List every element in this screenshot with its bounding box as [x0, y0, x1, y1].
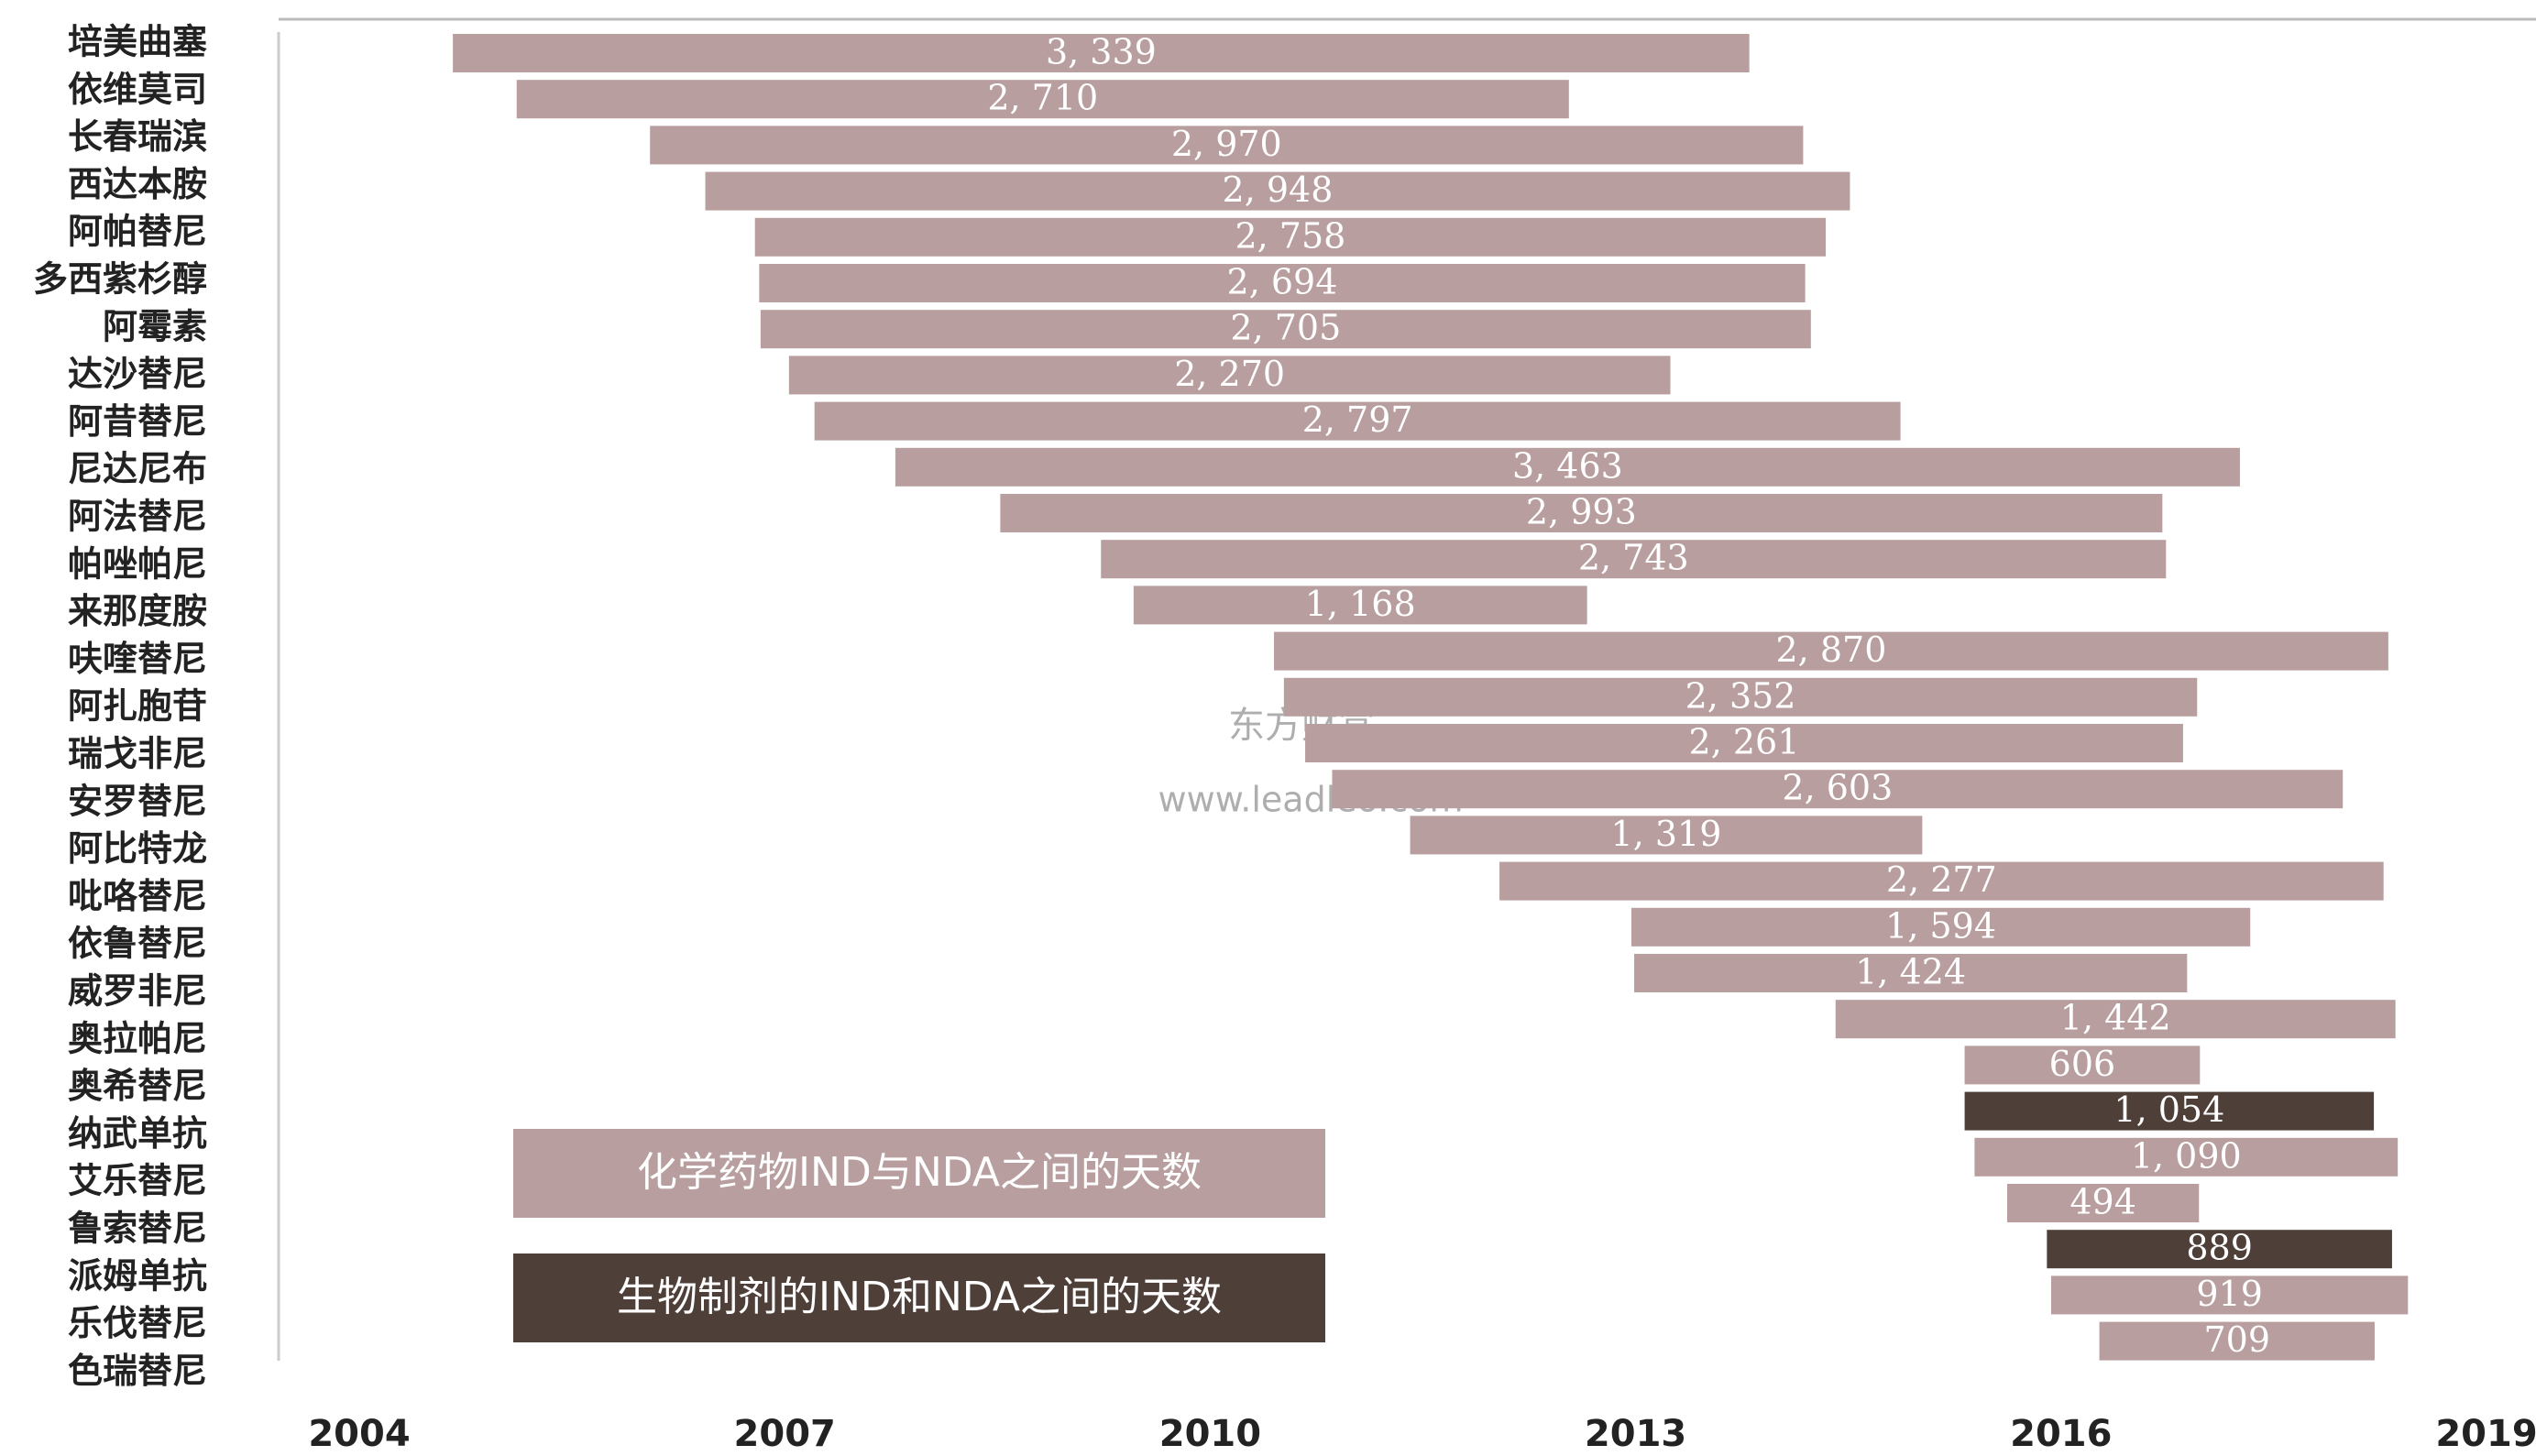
- bar: [1283, 677, 2198, 717]
- bar: [2047, 1230, 2392, 1269]
- y-tick-label: 纳武单抗: [68, 1113, 207, 1154]
- bar: [1835, 1000, 2396, 1039]
- bar: [1964, 1045, 2201, 1085]
- data-label: 2, 797: [1302, 400, 1413, 440]
- y-tick-label: 依鲁替尼: [68, 924, 207, 964]
- bar: [1000, 494, 2163, 532]
- y-tick-label: 呋喹替尼: [68, 639, 207, 679]
- bar: [1332, 770, 2344, 809]
- y-tick-label: 阿霉素: [103, 306, 207, 346]
- y-tick-label: 来那度胺: [68, 591, 207, 631]
- y-tick-label: 吡咯替尼: [68, 876, 207, 916]
- bar: [788, 356, 1671, 395]
- y-tick-label: 阿扎胞苷: [68, 686, 207, 727]
- data-label: 3, 463: [1512, 445, 1623, 486]
- legend-label: 化学药物IND与NDA之间的天数: [637, 1149, 1202, 1196]
- data-label: 1, 090: [2131, 1135, 2242, 1176]
- bar: [2099, 1321, 2375, 1361]
- bar: [759, 264, 1806, 302]
- y-tick-label: 艾乐替尼: [68, 1161, 207, 1201]
- data-label: 1, 594: [1885, 905, 1996, 946]
- data-label: 919: [2196, 1274, 2263, 1314]
- x-tick-label: 2019: [2435, 1413, 2536, 1455]
- y-tick-label: 阿比特龙: [68, 828, 207, 869]
- y-tick-label: 尼达尼布: [68, 449, 207, 489]
- y-tick-label: 达沙替尼: [68, 354, 207, 394]
- y-tick-label: 帕唑帕尼: [68, 543, 207, 584]
- y-tick-label: 色瑞替尼: [68, 1351, 207, 1391]
- y-tick-label: 长春瑞滨: [68, 116, 207, 157]
- y-tick-label: 威罗非尼: [68, 971, 207, 1012]
- bar: [705, 171, 1850, 211]
- y-tick-label: 奥希替尼: [68, 1066, 207, 1106]
- bar: [1410, 816, 1923, 855]
- data-label: 2, 694: [1227, 262, 1338, 302]
- data-label: 3, 339: [1046, 32, 1157, 72]
- data-label: 2, 993: [1526, 492, 1637, 532]
- bar: [1630, 907, 2251, 947]
- data-label: 494: [2069, 1182, 2136, 1222]
- data-label: 1, 054: [2113, 1089, 2224, 1130]
- y-tick-label: 奥拉帕尼: [68, 1018, 207, 1058]
- data-label: 709: [2203, 1319, 2270, 1360]
- legend-swatch: [513, 1129, 1325, 1218]
- data-label: 2, 352: [1685, 675, 1796, 716]
- data-label: 1, 442: [2060, 998, 2171, 1038]
- y-tick-label: 安罗替尼: [68, 781, 207, 821]
- y-tick-label: 派姆单抗: [68, 1255, 207, 1296]
- data-label: 2, 261: [1689, 722, 1800, 762]
- data-label: 2, 970: [1171, 124, 1282, 164]
- data-label: 2, 277: [1886, 859, 1997, 900]
- data-label: 1, 168: [1305, 584, 1416, 624]
- data-label: 2, 710: [987, 78, 1098, 118]
- bar: [1305, 724, 2183, 762]
- bar: [1634, 954, 2188, 992]
- bar: [453, 34, 1750, 72]
- data-label: 2, 948: [1223, 170, 1334, 210]
- bar: [895, 447, 2240, 487]
- bar: [760, 310, 1811, 349]
- y-tick-label: 依维莫司: [68, 69, 207, 109]
- bar: [1133, 586, 1587, 625]
- y-tick-label: 阿法替尼: [68, 497, 207, 537]
- data-label: 606: [2049, 1044, 2116, 1084]
- data-label: 889: [2186, 1228, 2253, 1268]
- bar: [1101, 540, 2167, 579]
- bar: [2050, 1275, 2409, 1315]
- data-label: 2, 743: [1578, 538, 1689, 578]
- data-label: 2, 870: [1776, 629, 1887, 670]
- x-tick-label: 2004: [308, 1413, 410, 1455]
- y-tick-label: 鲁索替尼: [68, 1209, 207, 1249]
- bar: [1274, 631, 2388, 671]
- y-tick-label: 培美曲塞: [68, 22, 207, 62]
- legend-label: 生物制剂的IND和NDA之间的天数: [617, 1274, 1222, 1320]
- y-tick-label: 乐伐替尼: [68, 1303, 207, 1343]
- bar: [1974, 1137, 2399, 1177]
- y-tick-label: 西达本胺: [68, 164, 207, 204]
- x-tick-label: 2016: [2010, 1413, 2112, 1455]
- x-tick-label: 2013: [1585, 1413, 1686, 1455]
- data-label: 2, 758: [1235, 215, 1345, 256]
- bar: [2007, 1184, 2200, 1222]
- data-label: 2, 270: [1174, 354, 1285, 394]
- bar: [1964, 1091, 2375, 1131]
- y-tick-label: 阿帕替尼: [68, 212, 207, 252]
- x-tick-label: 2007: [734, 1413, 836, 1455]
- y-tick-label: 阿昔替尼: [68, 401, 207, 442]
- data-label: 1, 319: [1611, 814, 1722, 854]
- data-label: 1, 424: [1855, 952, 1966, 992]
- data-label: 2, 705: [1230, 308, 1341, 348]
- bar: [754, 217, 1827, 257]
- bar: [814, 401, 1901, 441]
- y-tick-label: 多西紫杉醇: [33, 259, 207, 300]
- bar: [516, 80, 1569, 119]
- bar: [1499, 861, 2384, 901]
- data-label: 2, 603: [1782, 768, 1893, 808]
- bar: [650, 126, 1804, 165]
- y-tick-label: 瑞戈非尼: [68, 734, 207, 774]
- x-tick-label: 2010: [1159, 1413, 1261, 1455]
- legend-swatch: [513, 1253, 1325, 1342]
